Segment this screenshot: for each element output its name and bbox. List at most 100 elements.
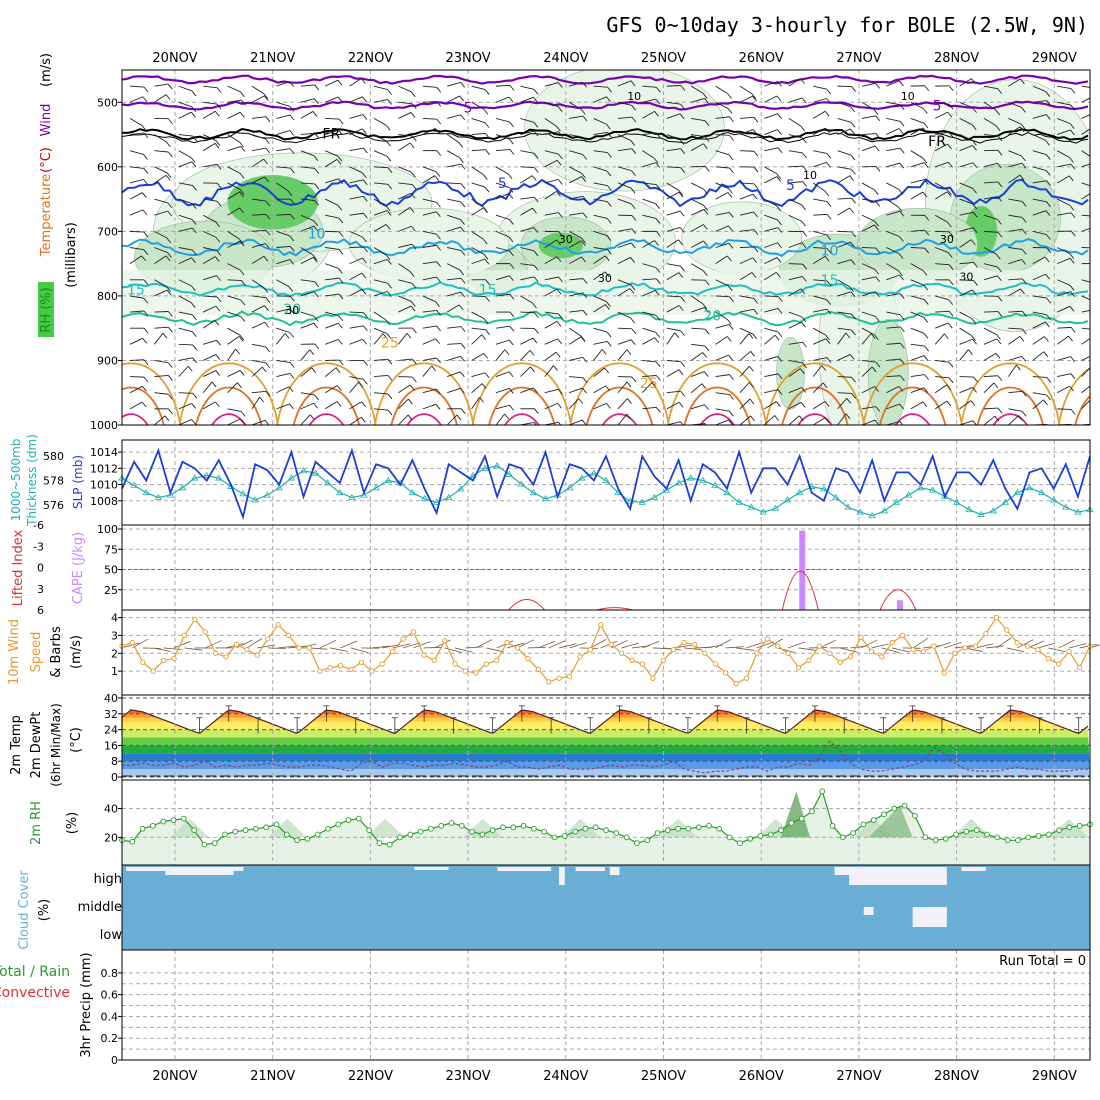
wind-barb-flag [702,270,708,276]
wind-barb-flag [1022,311,1027,317]
wind-barb-flag [630,317,636,324]
temp2m-tick-label: 24 [104,724,118,737]
wind-barb [666,113,681,119]
wind-barb-flag [192,344,198,351]
temp-color-band [122,753,1090,762]
wind-barb-flag [336,385,342,391]
thickness-point [699,476,707,483]
wind-barb [910,387,925,394]
wind-barb [715,166,730,169]
wind-barb [495,339,510,345]
wind-barb-flag [534,328,539,334]
wind-barb-flag [289,130,295,136]
thickness-point [868,512,876,519]
rh2m-point [840,834,846,841]
wind-barb-flag [533,89,539,95]
wind-barb-flag [508,219,514,225]
wind-barb-flag [338,277,344,284]
wind-barb [178,365,189,377]
wind-barb-flag [678,272,684,278]
temp-contour-surface-arch [781,386,849,425]
wind-barb [300,392,315,396]
wind-barb [495,134,510,140]
wind-barb-flag [629,288,635,294]
wind-barb [837,197,852,200]
wind-barb-flag [605,304,610,310]
wind-barb [666,272,680,281]
wind-barb-flag [382,333,388,339]
wind-barb-flag [655,361,661,368]
wind-barb [325,277,340,281]
wind-barb-flag [436,244,441,251]
wind-barb [373,224,387,232]
wind10-barb [1016,639,1034,649]
wind-barb-flag [995,109,1001,116]
wind-barb-flag [1069,385,1074,392]
label-cloud-cover: Cloud Cover [17,870,32,950]
wind-barb [447,163,462,168]
wind-barb-flag [239,418,245,425]
wind10-barb [892,647,910,653]
wind-barb [520,166,535,169]
thickness-point [251,496,259,503]
wind-barb-flag [166,172,172,179]
wind-barb-flag [679,113,685,120]
wind-barb [788,341,803,345]
wind-barb [837,398,848,410]
wind-barb [324,401,338,410]
wind-barb-flag [680,103,686,110]
temp-color-band [122,709,1090,714]
wind-barb-flag [312,257,318,263]
wind-barb-flag [215,221,220,228]
wind10-barb [881,647,900,654]
temp-contour-surface-arch [699,413,736,425]
wind10-speed-point [660,657,666,664]
wind-barb-flag [972,387,977,393]
wind-barb [447,355,461,361]
wind-barb-flag [533,250,539,257]
wind-barb [910,150,924,159]
wind-barb [1056,335,1069,345]
wind-barb-flag [582,115,588,122]
wind10-speed-point [442,638,448,644]
wind-barb-flag [143,297,149,304]
wind-barb-flag [826,299,832,305]
rh2m-point [335,821,342,828]
wind10-barb [465,646,484,649]
wind-barb-flag [534,167,539,173]
wind-barb [739,398,751,410]
wind-barb [422,276,437,281]
wind-barb [398,376,413,378]
wind-barb [837,279,850,288]
wind-barb-flag [532,302,537,309]
wind-barb-flag [386,210,392,216]
wind10-speed-point [837,659,843,665]
wind-barb-flag [997,88,1003,95]
wind-barb [593,117,607,125]
wind10-barb [1048,647,1067,653]
wind-barb-flag [436,261,442,267]
wind-barb-flag [1095,309,1099,314]
wind-barb-flag [630,80,636,87]
wind-barb [349,246,364,248]
wind-barb [349,401,362,410]
wind-barb [788,198,802,206]
wind-barb-flag [1070,356,1076,362]
wind-barb-flag [1069,157,1074,163]
wind10-speed-point [806,657,812,664]
wind-barb-flag [1021,107,1026,113]
thickness-point [638,498,647,505]
wind-barb [1057,85,1072,89]
wind-barb [520,130,535,135]
wind10-barb [944,642,962,649]
rh2m-point [912,812,918,819]
wind-barb-flag [361,78,366,84]
wind-barb-flag [924,247,930,254]
wind10-barb [933,642,952,649]
wind-barb-flag [314,200,320,206]
wind-barb [812,417,826,425]
wind-barb [178,182,193,186]
